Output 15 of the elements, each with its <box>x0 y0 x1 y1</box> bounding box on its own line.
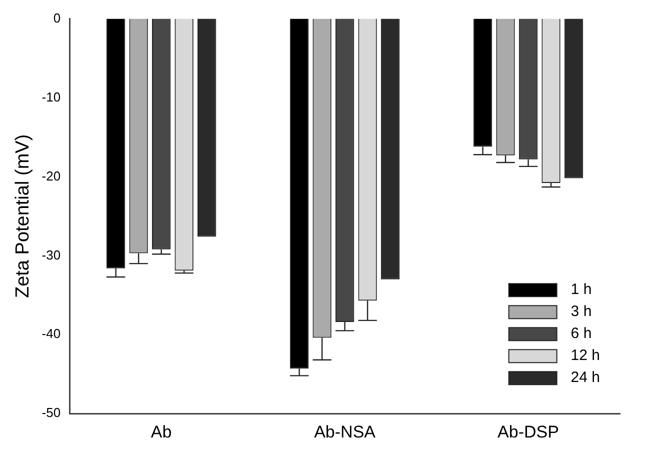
x-tick-label: Ab-DSP <box>498 422 559 442</box>
legend-label: 24 h <box>570 369 600 386</box>
y-tick-label: -40 <box>42 326 61 342</box>
y-tick-label: -50 <box>42 405 61 420</box>
legend-label: 12 h <box>570 347 600 364</box>
legend-label: 3 h <box>570 303 592 320</box>
y-tick-label: -10 <box>42 89 61 104</box>
legend-label: 6 h <box>570 325 592 342</box>
y-tick-label: 0 <box>53 10 61 26</box>
legend-label: 1 h <box>570 281 592 298</box>
y-axis-title: Zeta Potential (mV) <box>12 134 34 298</box>
y-tick-label: -20 <box>42 168 61 184</box>
y-tick-label: -30 <box>42 247 61 262</box>
x-tick-label: Ab-NSA <box>314 422 376 442</box>
x-tick-label: Ab <box>150 422 172 442</box>
